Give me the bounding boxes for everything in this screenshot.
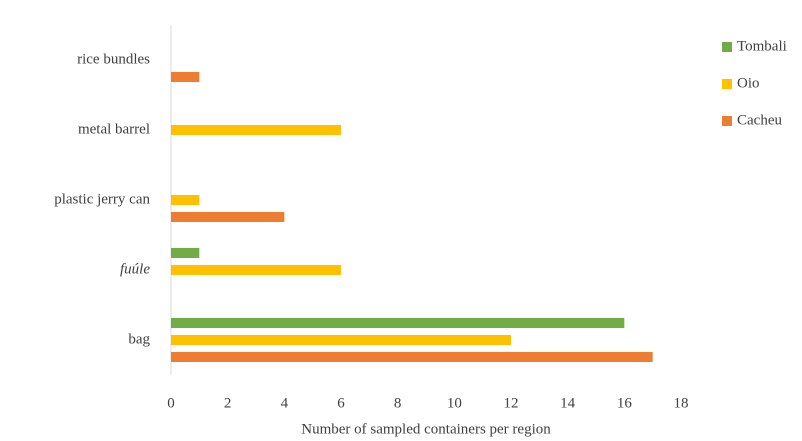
x-tick-label: 14 bbox=[560, 395, 576, 411]
bar bbox=[171, 318, 624, 328]
y-tick-label: fuúle bbox=[120, 261, 150, 277]
x-tick-label: 8 bbox=[394, 395, 402, 411]
y-tick-label: rice bundles bbox=[77, 51, 150, 67]
bar bbox=[171, 72, 199, 82]
x-tick-label: 10 bbox=[447, 395, 462, 411]
y-tick-label: metal barrel bbox=[78, 121, 150, 137]
bar bbox=[171, 335, 511, 345]
legend-label: Cacheu bbox=[737, 112, 782, 128]
legend-swatch bbox=[722, 116, 732, 126]
x-tick-label: 18 bbox=[674, 395, 689, 411]
x-axis-title: Number of sampled containers per region bbox=[301, 421, 551, 437]
legend-swatch bbox=[722, 79, 732, 89]
x-tick-label: 4 bbox=[281, 395, 289, 411]
x-tick-label: 12 bbox=[504, 395, 519, 411]
bar bbox=[171, 248, 199, 258]
legend-swatch bbox=[722, 42, 732, 52]
bar bbox=[171, 265, 341, 275]
x-tick-label: 16 bbox=[617, 395, 633, 411]
x-tick-label: 6 bbox=[337, 395, 345, 411]
y-tick-label: plastic jerry can bbox=[54, 191, 150, 207]
legend-label: Tombali bbox=[737, 38, 787, 54]
y-tick-label: bag bbox=[128, 331, 150, 347]
legend-label: Oio bbox=[737, 75, 760, 91]
x-tick-label: 0 bbox=[167, 395, 175, 411]
bar bbox=[171, 125, 341, 135]
bar bbox=[171, 212, 284, 222]
bar bbox=[171, 195, 199, 205]
bar bbox=[171, 352, 653, 362]
chart: Number of sampled containers per region … bbox=[0, 0, 802, 441]
x-tick-label: 2 bbox=[224, 395, 232, 411]
